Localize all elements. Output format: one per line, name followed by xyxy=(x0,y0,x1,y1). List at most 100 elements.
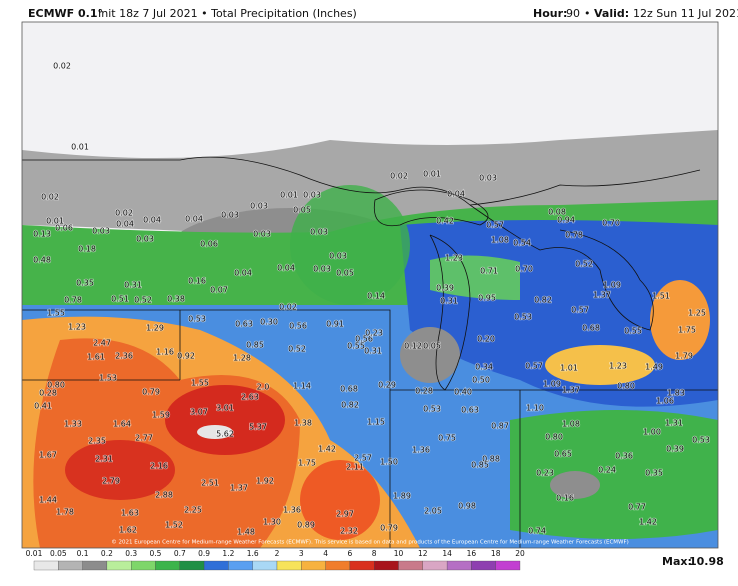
precip-label: 0.89 xyxy=(297,521,315,530)
precip-label: 1.25 xyxy=(688,309,706,318)
precip-label: 0.05 xyxy=(336,269,354,278)
precip-label: 0.08 xyxy=(548,208,566,217)
precip-label: 1.29 xyxy=(146,324,164,333)
precip-label: 0.87 xyxy=(491,422,509,431)
precip-label: 0.52 xyxy=(575,260,593,269)
precip-label: 1.08 xyxy=(562,420,580,429)
precip-label: 1.89 xyxy=(393,492,411,501)
precip-label: 1.83 xyxy=(667,389,685,398)
precip-label: 1.52 xyxy=(165,521,183,530)
precip-label: 0.16 xyxy=(188,277,206,286)
precip-label: 1.53 xyxy=(99,374,117,383)
precip-label: 0.03 xyxy=(479,174,497,183)
precip-label: 1.92 xyxy=(256,477,274,486)
precip-label: 0.13 xyxy=(33,230,51,239)
precip-label: 0.01 xyxy=(71,143,89,152)
colorbar-swatch xyxy=(33,560,59,571)
colorbar-tick: 0.1 xyxy=(77,549,89,558)
colorbar-tick: 0.05 xyxy=(50,549,67,558)
colorbar-swatch xyxy=(398,560,423,571)
precip-label: 2.31 xyxy=(95,455,113,464)
precip-label: 0.02 xyxy=(390,172,408,181)
precip-label: 1.36 xyxy=(283,506,301,515)
precip-label: 0.54 xyxy=(513,239,531,248)
precip-label: 0.07 xyxy=(210,286,228,295)
colorbar-swatch xyxy=(82,560,108,571)
map-background xyxy=(22,22,718,548)
precip-label: 1.23 xyxy=(68,323,86,332)
colorbar-swatch xyxy=(155,560,180,571)
colorbar-swatch xyxy=(203,560,229,571)
colorbar-tick: 3 xyxy=(299,549,304,558)
precip-label: 1.49 xyxy=(645,363,663,372)
colorbar-swatch xyxy=(301,560,326,571)
precip-label: 0.14 xyxy=(367,292,385,301)
max-label: Max: xyxy=(662,555,692,568)
copyright: © 2021 European Centre for Medium-range … xyxy=(111,539,629,546)
precip-label: 3.07 xyxy=(190,408,208,417)
precip-label: 0.04 xyxy=(185,215,203,224)
colorbar-tick: 8 xyxy=(372,549,377,558)
precip-label: 0.35 xyxy=(76,279,94,288)
colorbar-swatch xyxy=(252,560,278,571)
precip-label: 0.79 xyxy=(380,524,398,533)
precip-label: 1.37 xyxy=(562,386,580,395)
precip-label: 1.51 xyxy=(652,292,670,301)
precip-label: 1.48 xyxy=(237,528,255,537)
precip-label: 1.59 xyxy=(152,411,170,420)
precip-label: 1.44 xyxy=(39,496,57,505)
colorbar-tick: 6 xyxy=(348,549,353,558)
precip-label: 0.03 xyxy=(310,228,328,237)
colorbar-swatch xyxy=(58,560,83,571)
precip-label: 0.74 xyxy=(528,527,546,536)
precip-label: 0.03 xyxy=(250,202,268,211)
precip-label: 0.57 xyxy=(486,221,504,230)
precip-label: 0.78 xyxy=(64,296,82,305)
precip-label: 0.04 xyxy=(447,190,465,199)
precip-label: 0.04 xyxy=(234,269,252,278)
precip-label: 0.12 xyxy=(404,342,422,351)
precip-label: 1.55 xyxy=(191,379,209,388)
precip-label: 0.50 xyxy=(472,376,490,385)
precip-label: 0.01 xyxy=(46,217,64,226)
precip-label: 0.29 xyxy=(378,381,396,390)
precip-label: 0.03 xyxy=(329,252,347,261)
precip-label: 0.57 xyxy=(571,306,589,315)
colorbar-tick: 2 xyxy=(275,549,280,558)
colorbar-tick: 1.6 xyxy=(247,549,259,558)
map-frame xyxy=(21,21,719,549)
colorbar-swatch xyxy=(276,560,302,571)
precip-label: 0.28 xyxy=(39,389,57,398)
precip-label: 0.03 xyxy=(253,230,271,239)
hour: 90 xyxy=(566,7,580,20)
hour-label: Hour: xyxy=(533,7,567,20)
precip-label: 2.51 xyxy=(201,479,219,488)
precip-label: 0.31 xyxy=(440,297,458,306)
precip-label: 0.48 xyxy=(33,256,51,265)
precip-label: 0.85 xyxy=(471,461,489,470)
precip-label: 0.05 xyxy=(293,206,311,215)
precip-label: 2.63 xyxy=(241,393,259,402)
precip-label: 0.70 xyxy=(602,219,620,228)
precip-label: 0.28 xyxy=(415,387,433,396)
colorbar-swatch xyxy=(349,560,375,571)
precip-label: 1.09 xyxy=(603,281,621,290)
colorbar-swatch xyxy=(446,560,472,571)
precip-label: 0.31 xyxy=(124,281,142,290)
precip-label: 0.02 xyxy=(279,303,297,312)
precip-label: 0.94 xyxy=(557,216,575,225)
precip-label: 0.06 xyxy=(200,240,218,249)
precip-label: 0.53 xyxy=(514,313,532,322)
precip-label: 0.20 xyxy=(477,335,495,344)
precip-label: 1.06 xyxy=(656,397,674,406)
precip-label: 0.35 xyxy=(645,469,663,478)
precip-label: 1.42 xyxy=(318,445,336,454)
precip-label: 0.56 xyxy=(289,322,307,331)
precip-label: 0.18 xyxy=(78,245,96,254)
precip-label: 0.63 xyxy=(461,406,479,415)
colorbar-tick: 16 xyxy=(467,549,477,558)
precip-label: 1.10 xyxy=(526,404,544,413)
precip-label: 0.40 xyxy=(454,388,472,397)
colorbar-tick: 0.7 xyxy=(174,549,186,558)
